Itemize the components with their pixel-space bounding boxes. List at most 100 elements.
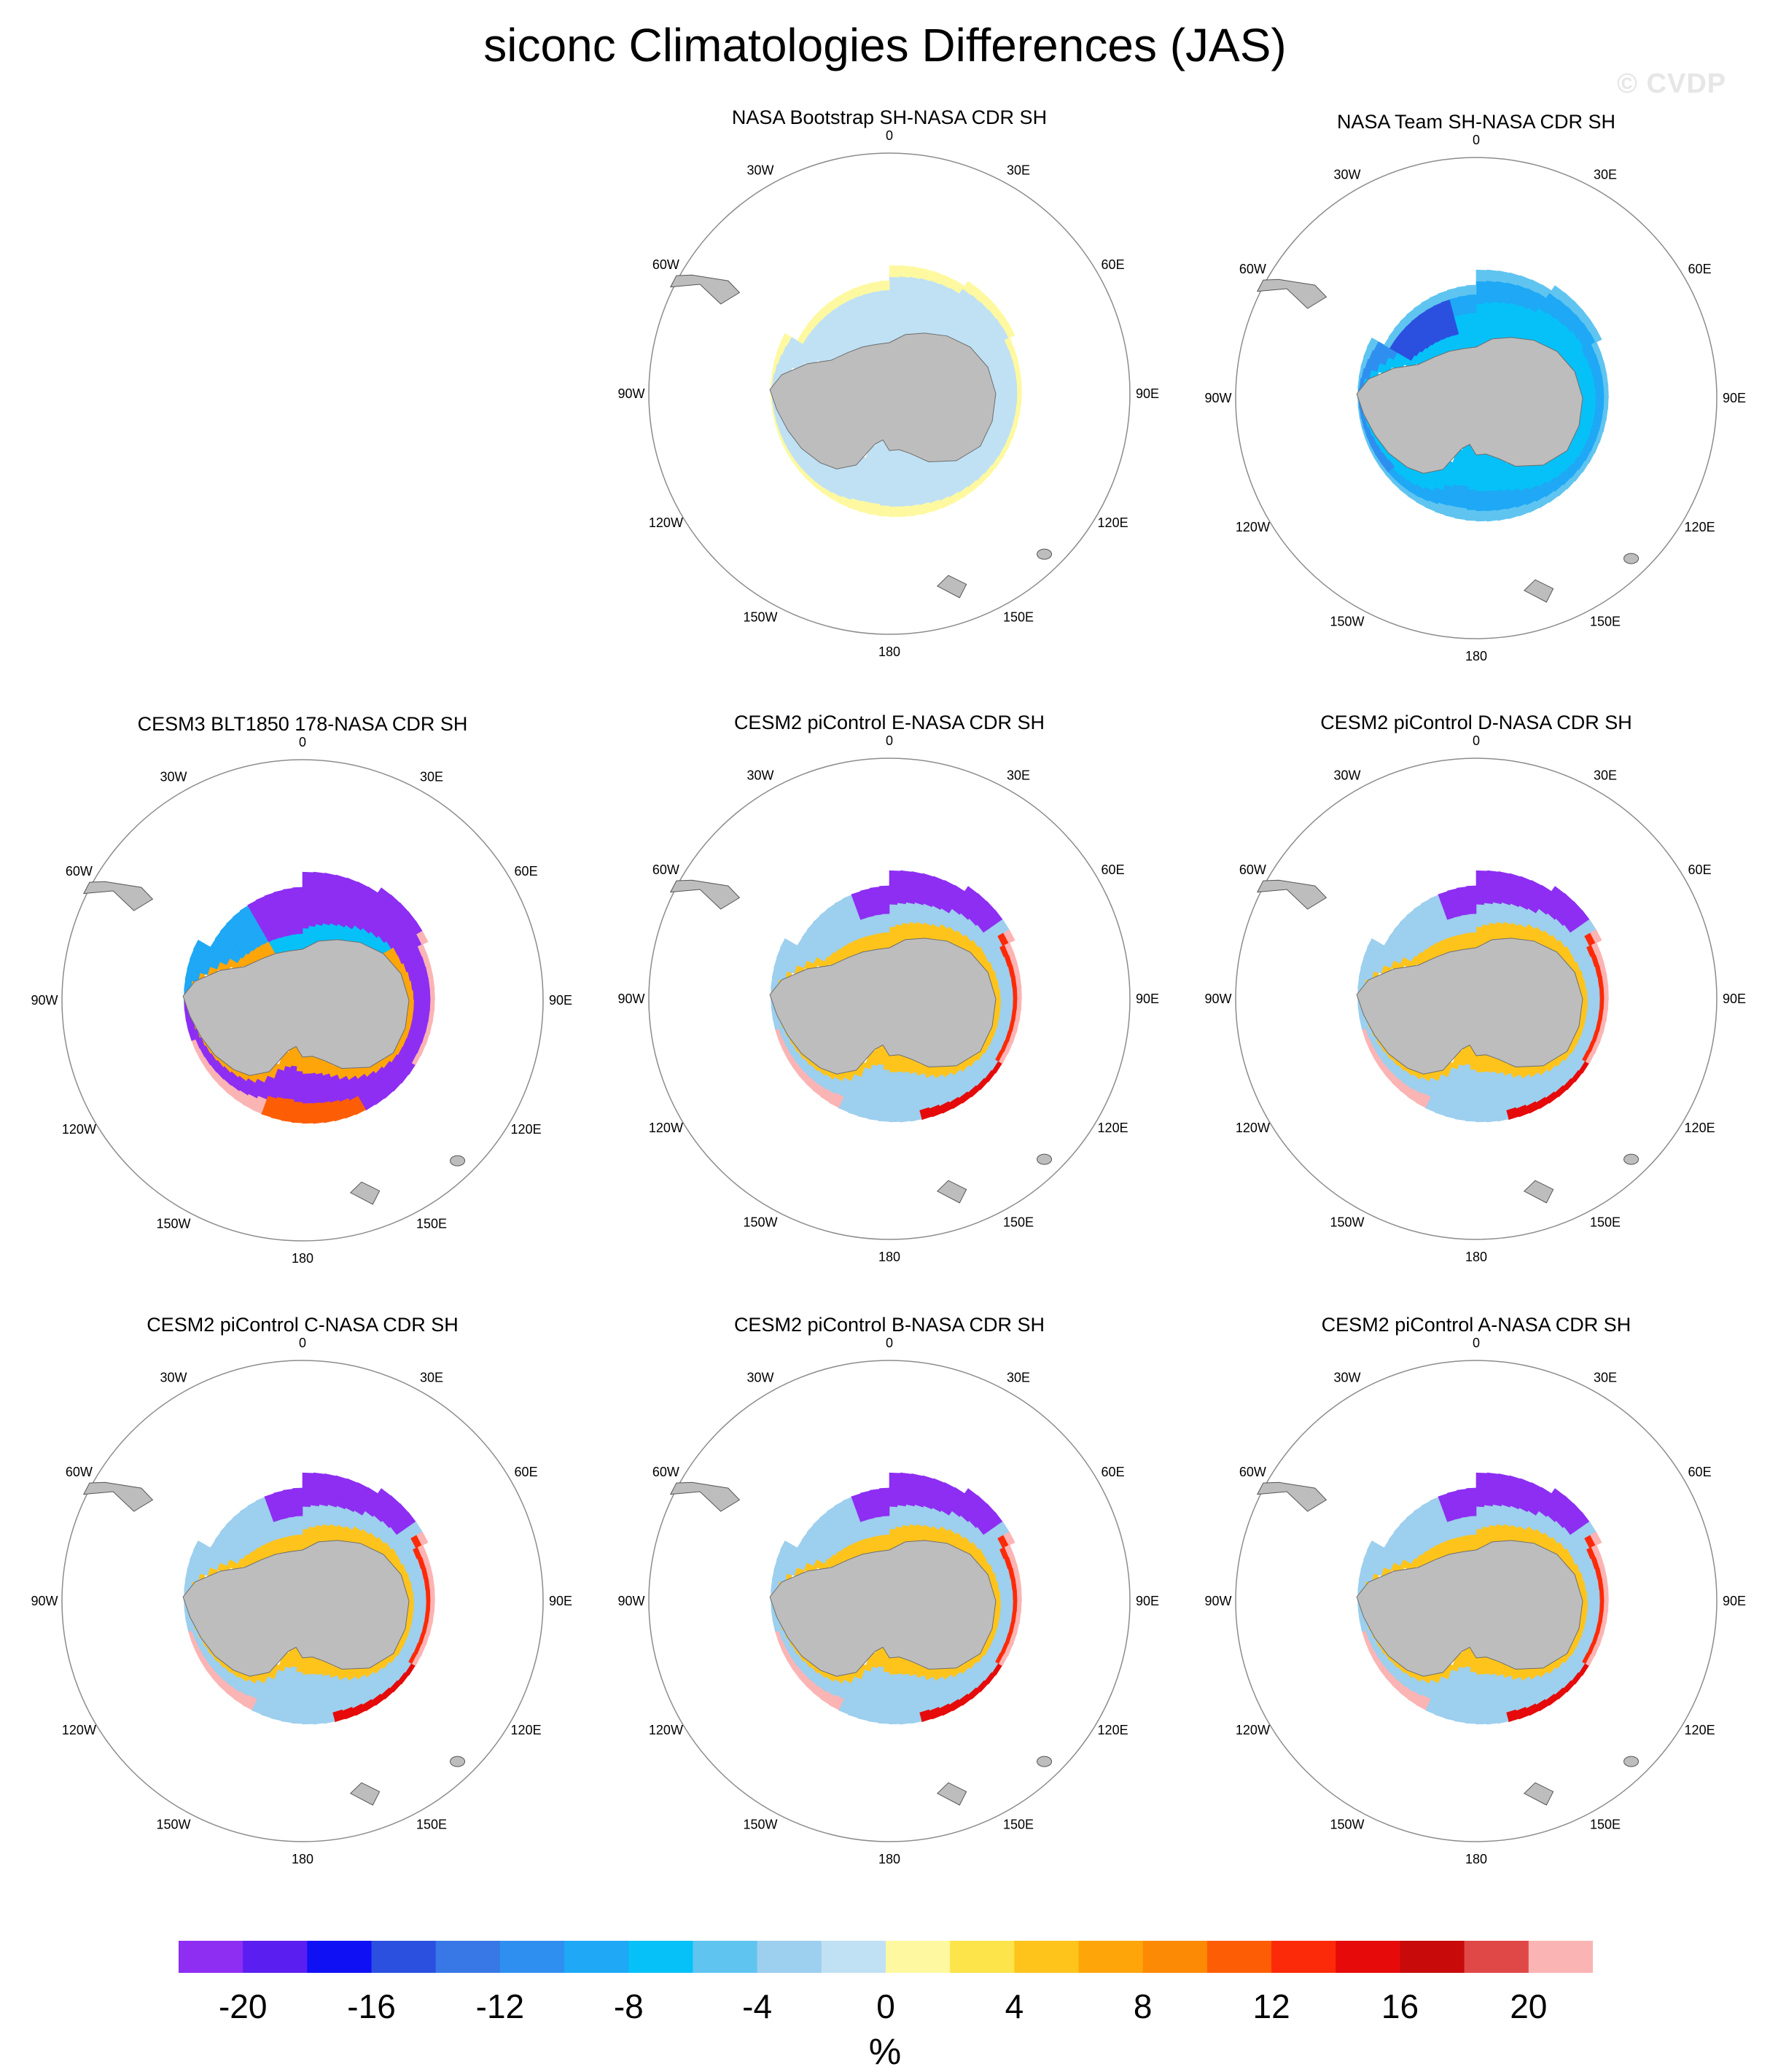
- field-cell: [332, 1709, 346, 1723]
- field-cell: [302, 1063, 310, 1075]
- panel-title: CESM2 piControl C-NASA CDR SH: [147, 1314, 459, 1336]
- longitude-label: 90W: [617, 386, 644, 401]
- field-cell: [302, 1102, 313, 1114]
- colorbar-tick-label: 12: [1253, 1987, 1290, 2025]
- field-cell: [812, 1689, 824, 1699]
- field-cell: [899, 505, 911, 518]
- longitude-label: 60E: [1102, 862, 1125, 877]
- longitude-label: 60E: [515, 1465, 538, 1479]
- colorbar-swatch: [435, 1941, 501, 1973]
- longitude-label: 60E: [1102, 257, 1125, 272]
- field-cell: [1454, 1710, 1467, 1724]
- field-cell: [281, 1109, 294, 1123]
- field-cell: [292, 1112, 303, 1123]
- field-cell: [847, 498, 861, 511]
- field-cell: [1467, 895, 1477, 905]
- longitude-label: 0: [299, 735, 306, 749]
- field-cell: [873, 905, 883, 916]
- field-cell: [192, 939, 205, 953]
- longitude-label: 150E: [1590, 615, 1621, 629]
- field-cell: [302, 1664, 310, 1675]
- field-cell: [426, 1000, 431, 1012]
- field-cell: [1008, 382, 1014, 394]
- field-cell: [1004, 988, 1010, 1000]
- field-cell: [805, 1080, 816, 1091]
- field-cell: [1444, 1105, 1457, 1119]
- field-cell: [1475, 1111, 1488, 1123]
- antarctica-landmass: [1356, 1540, 1583, 1677]
- polar-map: 0 30E 60E 90E 120E 150E 180 150W 120W 90W 60W 30W: [617, 1336, 1159, 1866]
- field-cell: [408, 990, 414, 1001]
- field-cell: [998, 1051, 1008, 1064]
- new-zealand-landmass: [1523, 1180, 1554, 1204]
- field-cell: [417, 989, 423, 1001]
- field-cell: [1475, 1506, 1485, 1519]
- field-cell: [413, 1000, 419, 1011]
- field-cell: [1599, 998, 1605, 1010]
- polar-map: 0 30E 60E 90E 120E 150E 180 150W 120W 90W 60W 30W: [617, 733, 1159, 1264]
- field-cell: [1603, 397, 1609, 410]
- field-cell: [1505, 506, 1520, 520]
- longitude-label: 0: [1473, 1336, 1480, 1350]
- field-cell: [881, 308, 890, 319]
- field-cell: [908, 1711, 922, 1724]
- field-cell: [1505, 1709, 1520, 1723]
- field-cell: [889, 1517, 897, 1530]
- field-cell: [1475, 892, 1486, 905]
- field-cell: [1407, 491, 1419, 502]
- field-cell: [286, 906, 296, 917]
- field-cell: [1434, 1103, 1448, 1116]
- tasmania-landmass: [1037, 548, 1053, 560]
- field-cell: [1434, 1705, 1448, 1718]
- longitude-label: 150E: [1590, 1818, 1621, 1832]
- field-cell: [883, 327, 890, 337]
- colorbar-swatch: [1142, 1941, 1208, 1973]
- field-cell: [352, 1703, 367, 1716]
- field-cell: [292, 887, 303, 897]
- field-cell: [321, 1711, 335, 1724]
- field-cell: [1475, 500, 1486, 512]
- field-cell: [899, 1713, 911, 1725]
- field-cell: [984, 464, 996, 478]
- panel-title: NASA Team SH-NASA CDR SH: [1336, 111, 1616, 133]
- field-cell: [871, 895, 882, 907]
- panel-title: CESM2 piControl E-NASA CDR SH: [733, 712, 1045, 733]
- longitude-label: 60W: [1239, 262, 1266, 276]
- field-cell: [998, 446, 1008, 459]
- longitude-label: 120E: [1685, 1723, 1715, 1737]
- field-cell: [1475, 1081, 1485, 1093]
- longitude-label: 60E: [1688, 862, 1712, 877]
- field-cell: [897, 1091, 908, 1103]
- field-cell: [929, 1105, 943, 1118]
- field-cell: [1495, 1109, 1509, 1122]
- longitude-label: 30W: [160, 1370, 187, 1384]
- longitude-label: 90E: [1723, 391, 1746, 405]
- field-cell: [1013, 393, 1018, 405]
- field-cell: [899, 1110, 911, 1123]
- field-cell: [999, 383, 1005, 394]
- field-cell: [302, 1674, 311, 1686]
- longitude-label: 90E: [549, 1594, 572, 1608]
- field-cell: [1591, 1644, 1599, 1657]
- field-cell: [1008, 1031, 1017, 1044]
- field-cell: [999, 1590, 1005, 1602]
- field-cell: [1012, 1021, 1020, 1034]
- field-cell: [1595, 1633, 1604, 1646]
- panel-title: CESM2 piControl B-NASA CDR SH: [733, 1314, 1045, 1336]
- panel-title: CESM3 BLT1850 178-NASA CDR SH: [137, 713, 468, 735]
- field-cell: [1486, 510, 1498, 522]
- longitude-label: 150W: [743, 1818, 777, 1832]
- field-cell: [820, 1694, 833, 1705]
- south-america-landmass: [669, 879, 741, 910]
- colorbar-swatch: [821, 1941, 886, 1973]
- colorbar-swatch: [1400, 1941, 1465, 1973]
- field-cell: [1015, 1009, 1021, 1022]
- field-cell: [1595, 987, 1601, 1000]
- field-cell: [1545, 1694, 1559, 1706]
- colorbar-tick-label: 8: [1134, 1987, 1153, 2025]
- field-cell: [1000, 1600, 1006, 1612]
- colorbar-swatch: [179, 1941, 243, 1973]
- field-cell: [829, 1097, 842, 1108]
- field-cell: [1578, 460, 1589, 473]
- field-cell: [991, 1061, 1002, 1074]
